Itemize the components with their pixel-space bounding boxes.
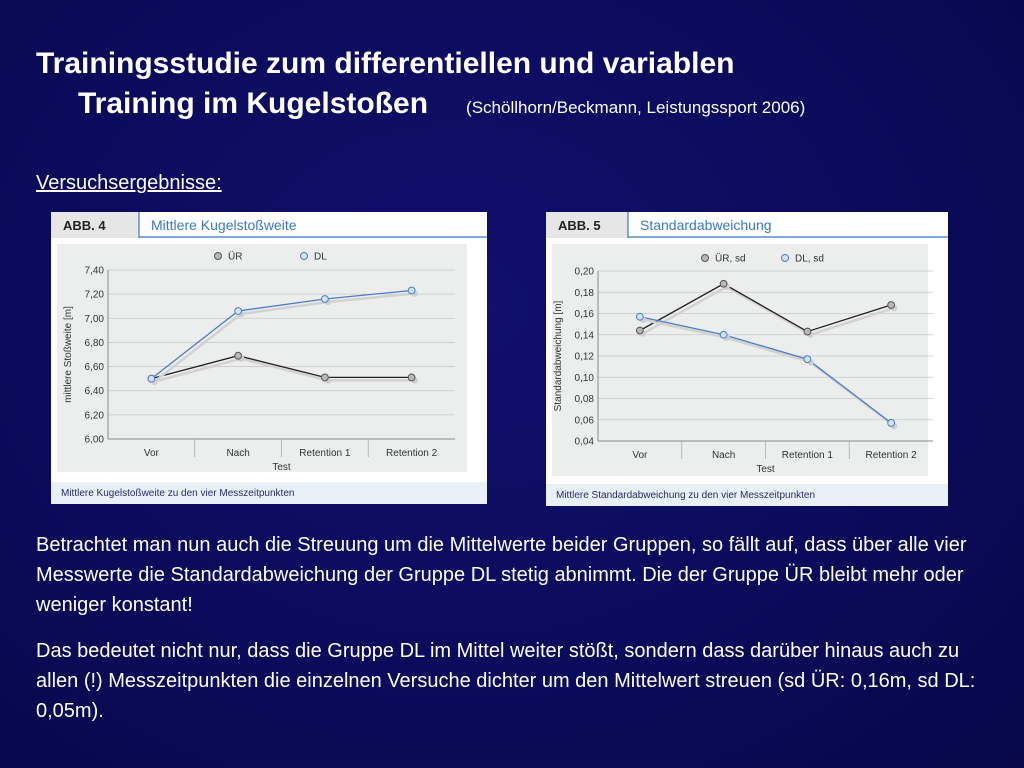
data-point (635, 326, 644, 335)
title-line-2: Training im Kugelstoßen (Schöllhorn/Beckm… (36, 84, 996, 128)
title-line-2-text: Training im Kugelstoßen (78, 87, 429, 120)
chart-abb5-panel: ABB. 5 Standardabweichung Mittlere Standar… (546, 212, 948, 506)
series-shadow (154, 357, 415, 383)
series-shadow (642, 285, 895, 336)
series-line (639, 283, 892, 333)
chart-abb4-svg: ABB. 4 Mittlere Kugelstoßweite Mittlere Ku… (51, 212, 487, 504)
legend-label: ÜR, sd (715, 253, 746, 265)
chart-caption: Mittlere Standardabweichung zu den vier … (556, 490, 815, 501)
chart-abb4-panel: ABB. 4 Mittlere Kugelstoßweite Mittlere Ku… (51, 212, 487, 504)
x-tick-label: Retention 2 (866, 450, 918, 461)
x-tick-label: Nach (226, 448, 249, 459)
y-tick-label: 6,60 (85, 362, 105, 373)
y-tick-label: 6,00 (85, 435, 105, 446)
data-point (407, 286, 416, 295)
caption-bar (51, 482, 487, 504)
data-point (803, 355, 812, 364)
data-point (234, 351, 243, 360)
x-tick-label: Nach (712, 450, 735, 461)
chart-abb5-svg: ABB. 5 Standardabweichung Mittlere Standar… (546, 212, 948, 506)
chart-title: Mittlere Kugelstoßweite (151, 217, 297, 233)
y-tick-label: 7,40 (85, 266, 105, 277)
legend-marker (781, 254, 789, 262)
fig-label-tab (51, 212, 139, 238)
legend-marker (701, 254, 709, 262)
data-point (803, 327, 812, 336)
y-tick-label: 0,14 (575, 330, 595, 341)
y-tick-label: 0,12 (575, 352, 595, 363)
plot-background (552, 244, 928, 476)
series-shadow (153, 292, 415, 383)
x-tick-label: Vor (632, 450, 648, 461)
y-tick-label: 0,10 (575, 373, 595, 384)
data-point (635, 312, 644, 321)
x-axis-label: Test (272, 462, 291, 473)
x-axis-label: Test (756, 464, 775, 475)
citation: (Schöllhorn/Beckmann, Leistungssport 200… (466, 98, 806, 117)
paragraph-1: Betrachtet man nun auch die Streuung um … (36, 534, 967, 616)
x-tick-label: Retention 1 (782, 450, 834, 461)
x-tick-label: Vor (144, 448, 160, 459)
series-line (151, 355, 412, 380)
series-line (639, 316, 892, 424)
y-tick-label: 0,20 (575, 267, 595, 278)
legend-marker (214, 252, 222, 260)
y-tick-label: 6,40 (85, 386, 105, 397)
data-point (320, 373, 329, 382)
y-axis-label: Standardabweichung [m] (553, 300, 564, 411)
slide-title: Trainingsstudie zum differentiellen und … (36, 44, 996, 128)
data-point (407, 373, 416, 382)
legend-label: DL, sd (795, 254, 824, 265)
results-subheading: Versuchsergebnisse: (36, 172, 222, 194)
legend-marker (300, 252, 308, 260)
title-line-1: Trainingsstudie zum differentiellen und … (36, 47, 735, 80)
chart-caption: Mittlere Kugelstoßweite zu den vier Mess… (61, 488, 294, 499)
plot-background (57, 244, 467, 472)
data-point (887, 301, 896, 309)
fig-label: ABB. 5 (558, 218, 601, 233)
x-tick-label: Retention 1 (299, 448, 351, 459)
y-axis-label: mittlere Stoßweite [m] (63, 306, 74, 403)
data-point (320, 295, 329, 303)
fig-label: ABB. 4 (63, 218, 106, 233)
x-tick-label: Retention 2 (386, 448, 438, 459)
caption-bar (546, 484, 948, 506)
data-point (719, 279, 728, 288)
y-tick-label: 7,00 (85, 314, 105, 325)
fig-label-tab (546, 212, 628, 238)
series-line (151, 289, 412, 380)
legend-label: ÜR (228, 251, 242, 263)
y-tick-label: 0,18 (575, 288, 595, 299)
y-tick-label: 0,04 (575, 437, 595, 448)
chart-title: Standardabweichung (640, 217, 772, 233)
data-point (887, 419, 896, 427)
y-tick-label: 0,16 (575, 309, 595, 320)
data-point (719, 330, 728, 339)
y-tick-label: 0,08 (575, 394, 595, 405)
y-tick-label: 6,80 (85, 338, 105, 349)
legend-label: DL (314, 252, 327, 263)
data-point (234, 307, 243, 315)
y-tick-label: 7,20 (85, 290, 105, 301)
paragraph-2: Das bedeutet nicht nur, dass die Gruppe … (36, 640, 976, 722)
y-tick-label: 6,20 (85, 410, 105, 421)
y-tick-label: 0,06 (575, 415, 595, 426)
data-point (147, 374, 156, 383)
